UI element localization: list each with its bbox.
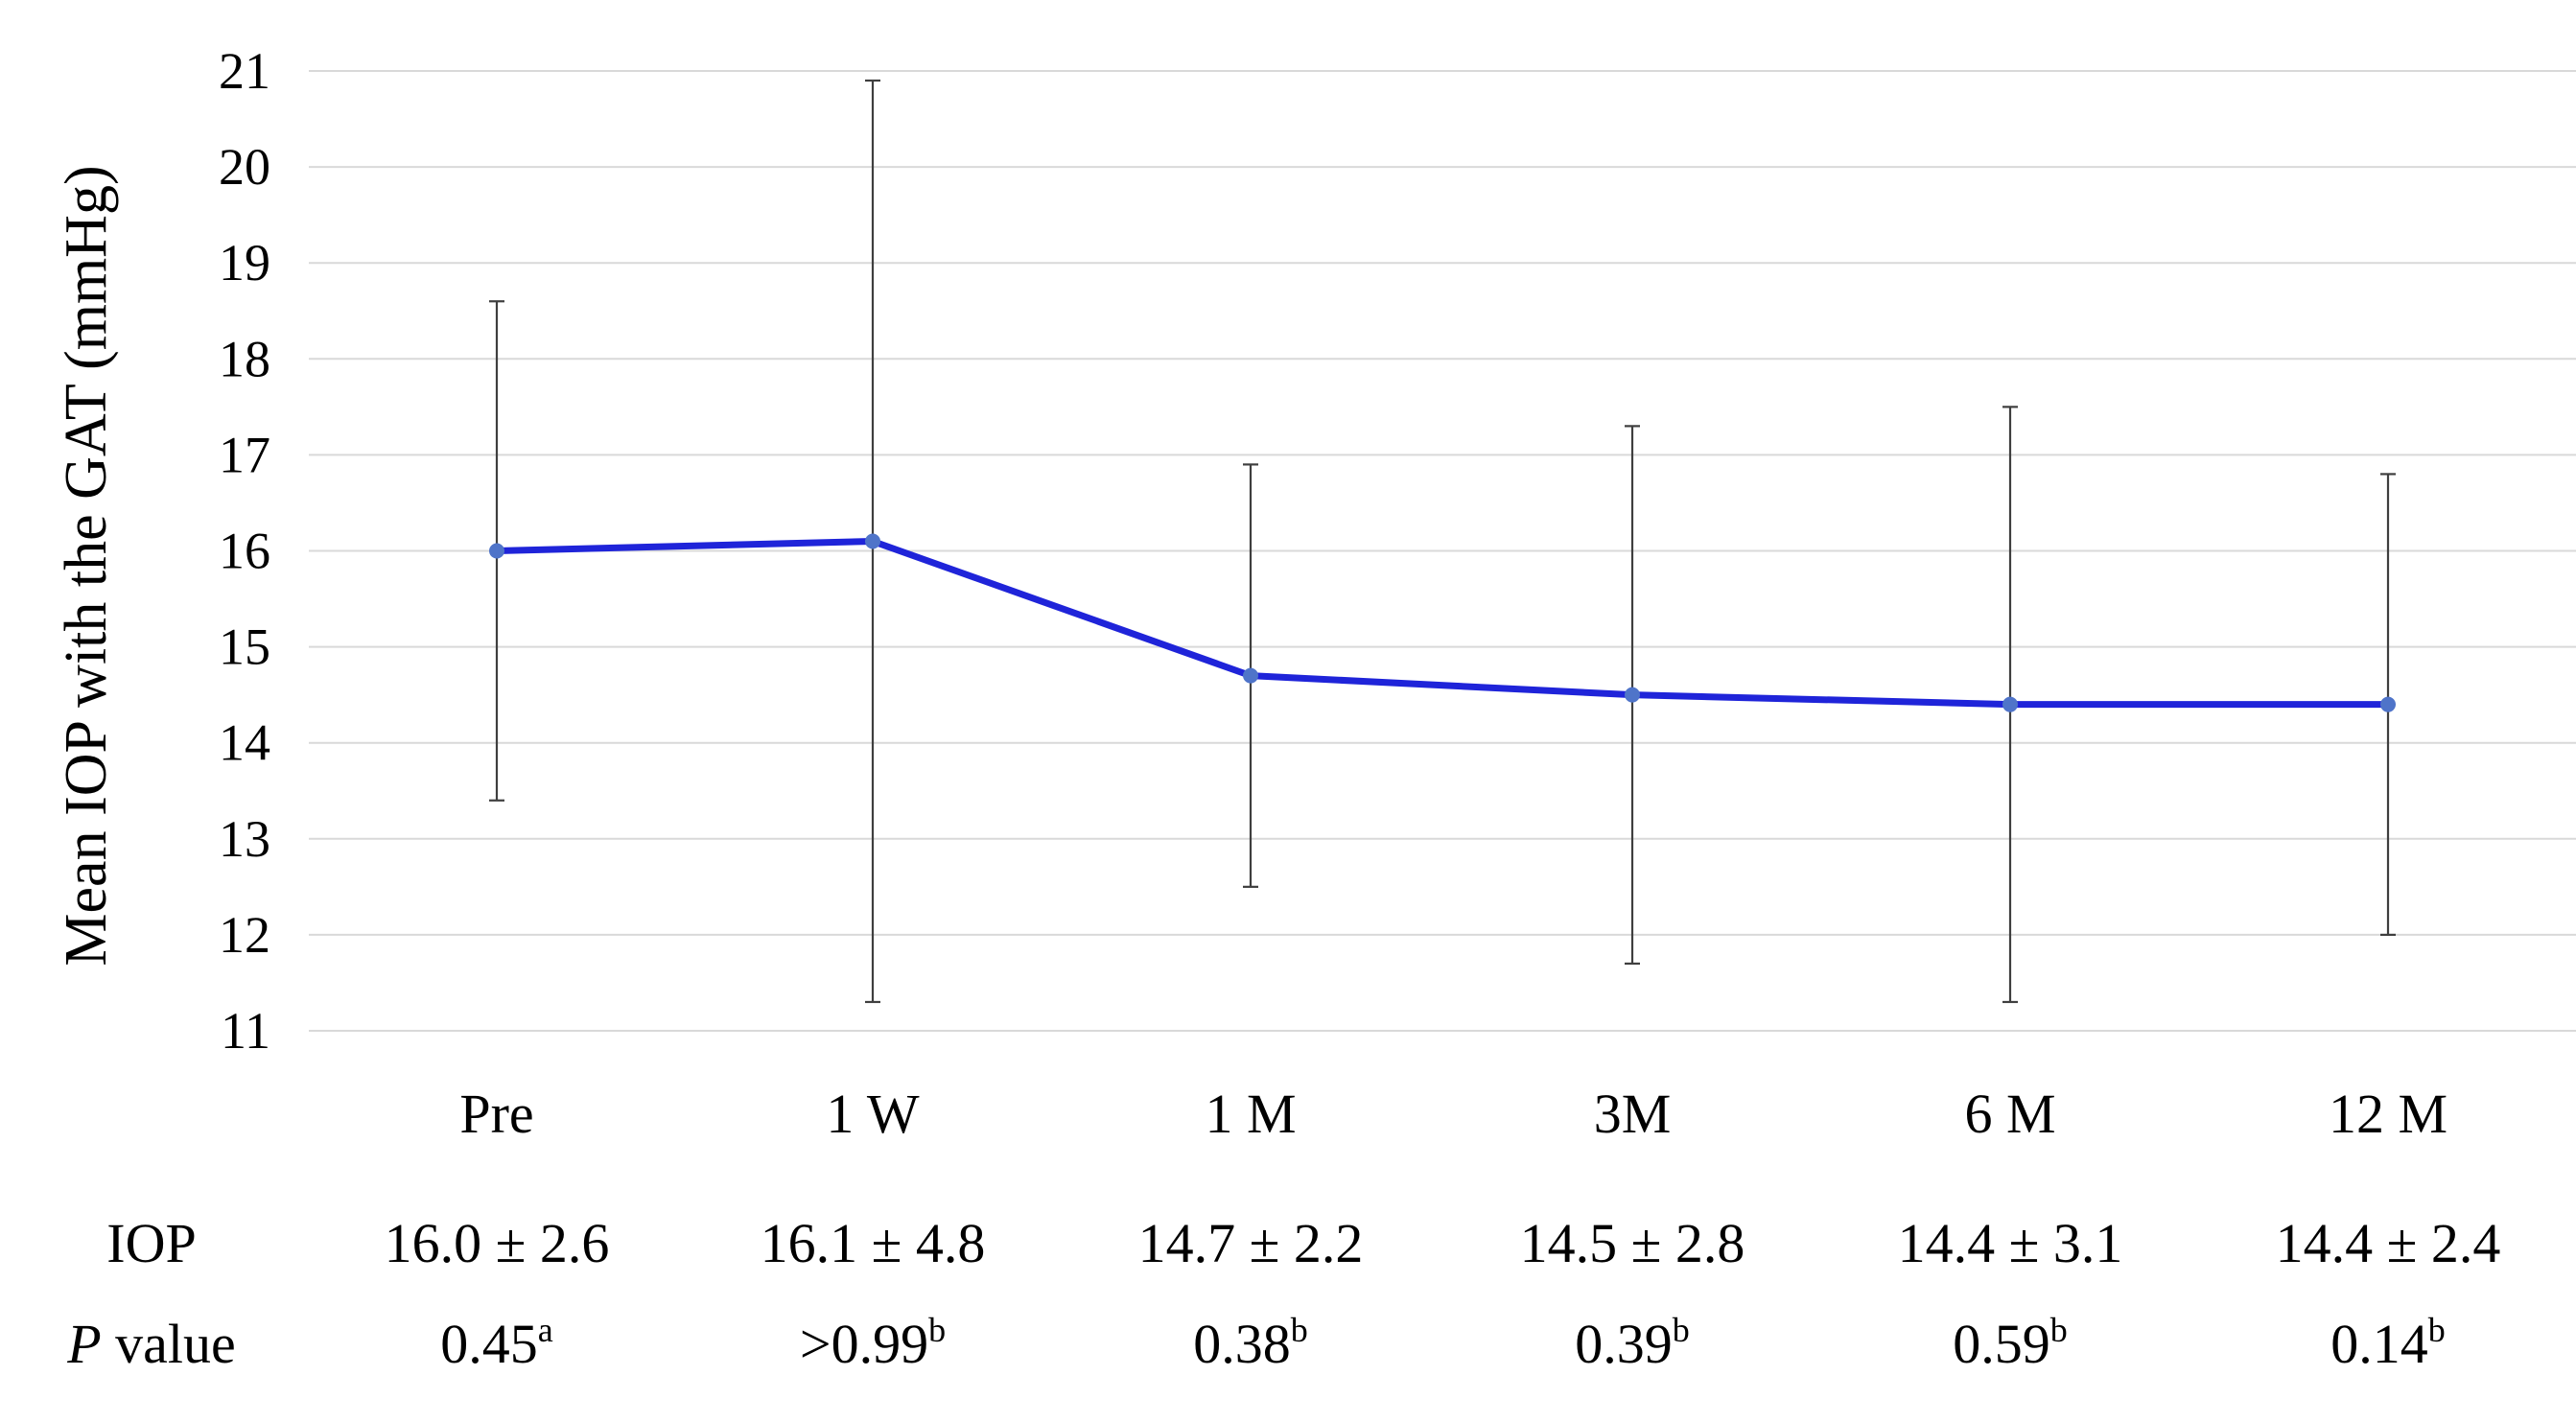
y-tick-label-20: 20 [219, 138, 270, 196]
iop-cell-4: 14.4 ± 3.1 [1898, 1212, 2123, 1274]
p-value-sup-3: b [1673, 1311, 1690, 1349]
p-value-5: 0.14 [2330, 1313, 2428, 1375]
p-value-cell-0: 0.45a [440, 1311, 553, 1375]
p-value-sup-2: b [1291, 1311, 1308, 1349]
p-value-4: 0.59 [1953, 1313, 2050, 1375]
data-point-0 [489, 543, 504, 559]
y-tick-label-15: 15 [219, 618, 270, 676]
x-category-labels: Pre 1 W 1 M 3M 6 M 12 M [459, 1083, 2447, 1145]
series-line-layer [496, 537, 2388, 709]
y-tick-label-13: 13 [219, 810, 270, 868]
p-value-1: >0.99 [800, 1313, 928, 1375]
p-value-cell-5: 0.14b [2330, 1311, 2446, 1375]
data-point-3 [1625, 687, 1640, 703]
y-tick-label-17: 17 [219, 426, 270, 483]
data-point-2 [1243, 667, 1258, 684]
iop-cell-5: 14.4 ± 2.4 [2276, 1212, 2501, 1274]
data-point-4 [2002, 696, 2018, 712]
grid-layer [309, 70, 2576, 1032]
y-axis-label: Mean IOP with the GAT (mmHg) [54, 165, 119, 966]
y-tick-label-12: 12 [219, 906, 270, 964]
x-category-label-2: 1 M [1205, 1083, 1296, 1145]
p-value-sup-5: b [2428, 1311, 2446, 1349]
p-value-2: 0.38 [1193, 1313, 1291, 1375]
y-tick-label-16: 16 [219, 523, 270, 580]
p-value-cell-1: >0.99b [800, 1311, 946, 1375]
p-value-0: 0.45 [440, 1313, 538, 1375]
x-category-label-1: 1 W [826, 1083, 919, 1145]
p-value-cell-3: 0.39b [1575, 1311, 1690, 1375]
y-tick-labels: 11 12 13 14 15 16 17 18 19 20 21 [219, 42, 270, 1060]
y-tick-label-19: 19 [219, 234, 270, 291]
p-value-sup-4: b [2050, 1311, 2068, 1349]
p-value-sup-1: b [928, 1311, 946, 1349]
p-value-cell-4: 0.59b [1953, 1311, 2068, 1375]
y-tick-label-14: 14 [219, 714, 270, 772]
y-tick-label-18: 18 [219, 330, 270, 387]
p-value-cell-2: 0.38b [1193, 1311, 1308, 1375]
table-row-label-iop: IOP [106, 1212, 196, 1274]
p-value-3: 0.39 [1575, 1313, 1673, 1375]
p-italic: P [66, 1313, 101, 1375]
data-point-1 [865, 533, 880, 549]
x-category-label-5: 12 M [2329, 1083, 2447, 1145]
x-category-label-4: 6 M [1964, 1083, 2055, 1145]
y-tick-label-11: 11 [221, 1002, 270, 1060]
p-value-sup-0: a [538, 1311, 553, 1349]
x-category-label-0: Pre [459, 1083, 533, 1145]
x-category-label-3: 3M [1594, 1083, 1672, 1145]
iop-cell-3: 14.5 ± 2.8 [1520, 1212, 1745, 1274]
series-line [496, 537, 2388, 709]
data-table: IOP 16.0 ± 2.6 16.1 ± 4.8 14.7 ± 2.2 14.5 ± … [66, 1212, 2500, 1375]
data-points [489, 533, 2396, 712]
iop-cell-2: 14.7 ± 2.2 [1138, 1212, 1364, 1274]
y-tick-label-21: 21 [219, 42, 270, 100]
p-label-rest: value [102, 1313, 236, 1375]
table-row-label-p-value: P value [66, 1313, 236, 1375]
data-point-5 [2380, 696, 2396, 712]
iop-cell-0: 16.0 ± 2.6 [385, 1212, 610, 1274]
iop-cell-1: 16.1 ± 4.8 [761, 1212, 986, 1274]
